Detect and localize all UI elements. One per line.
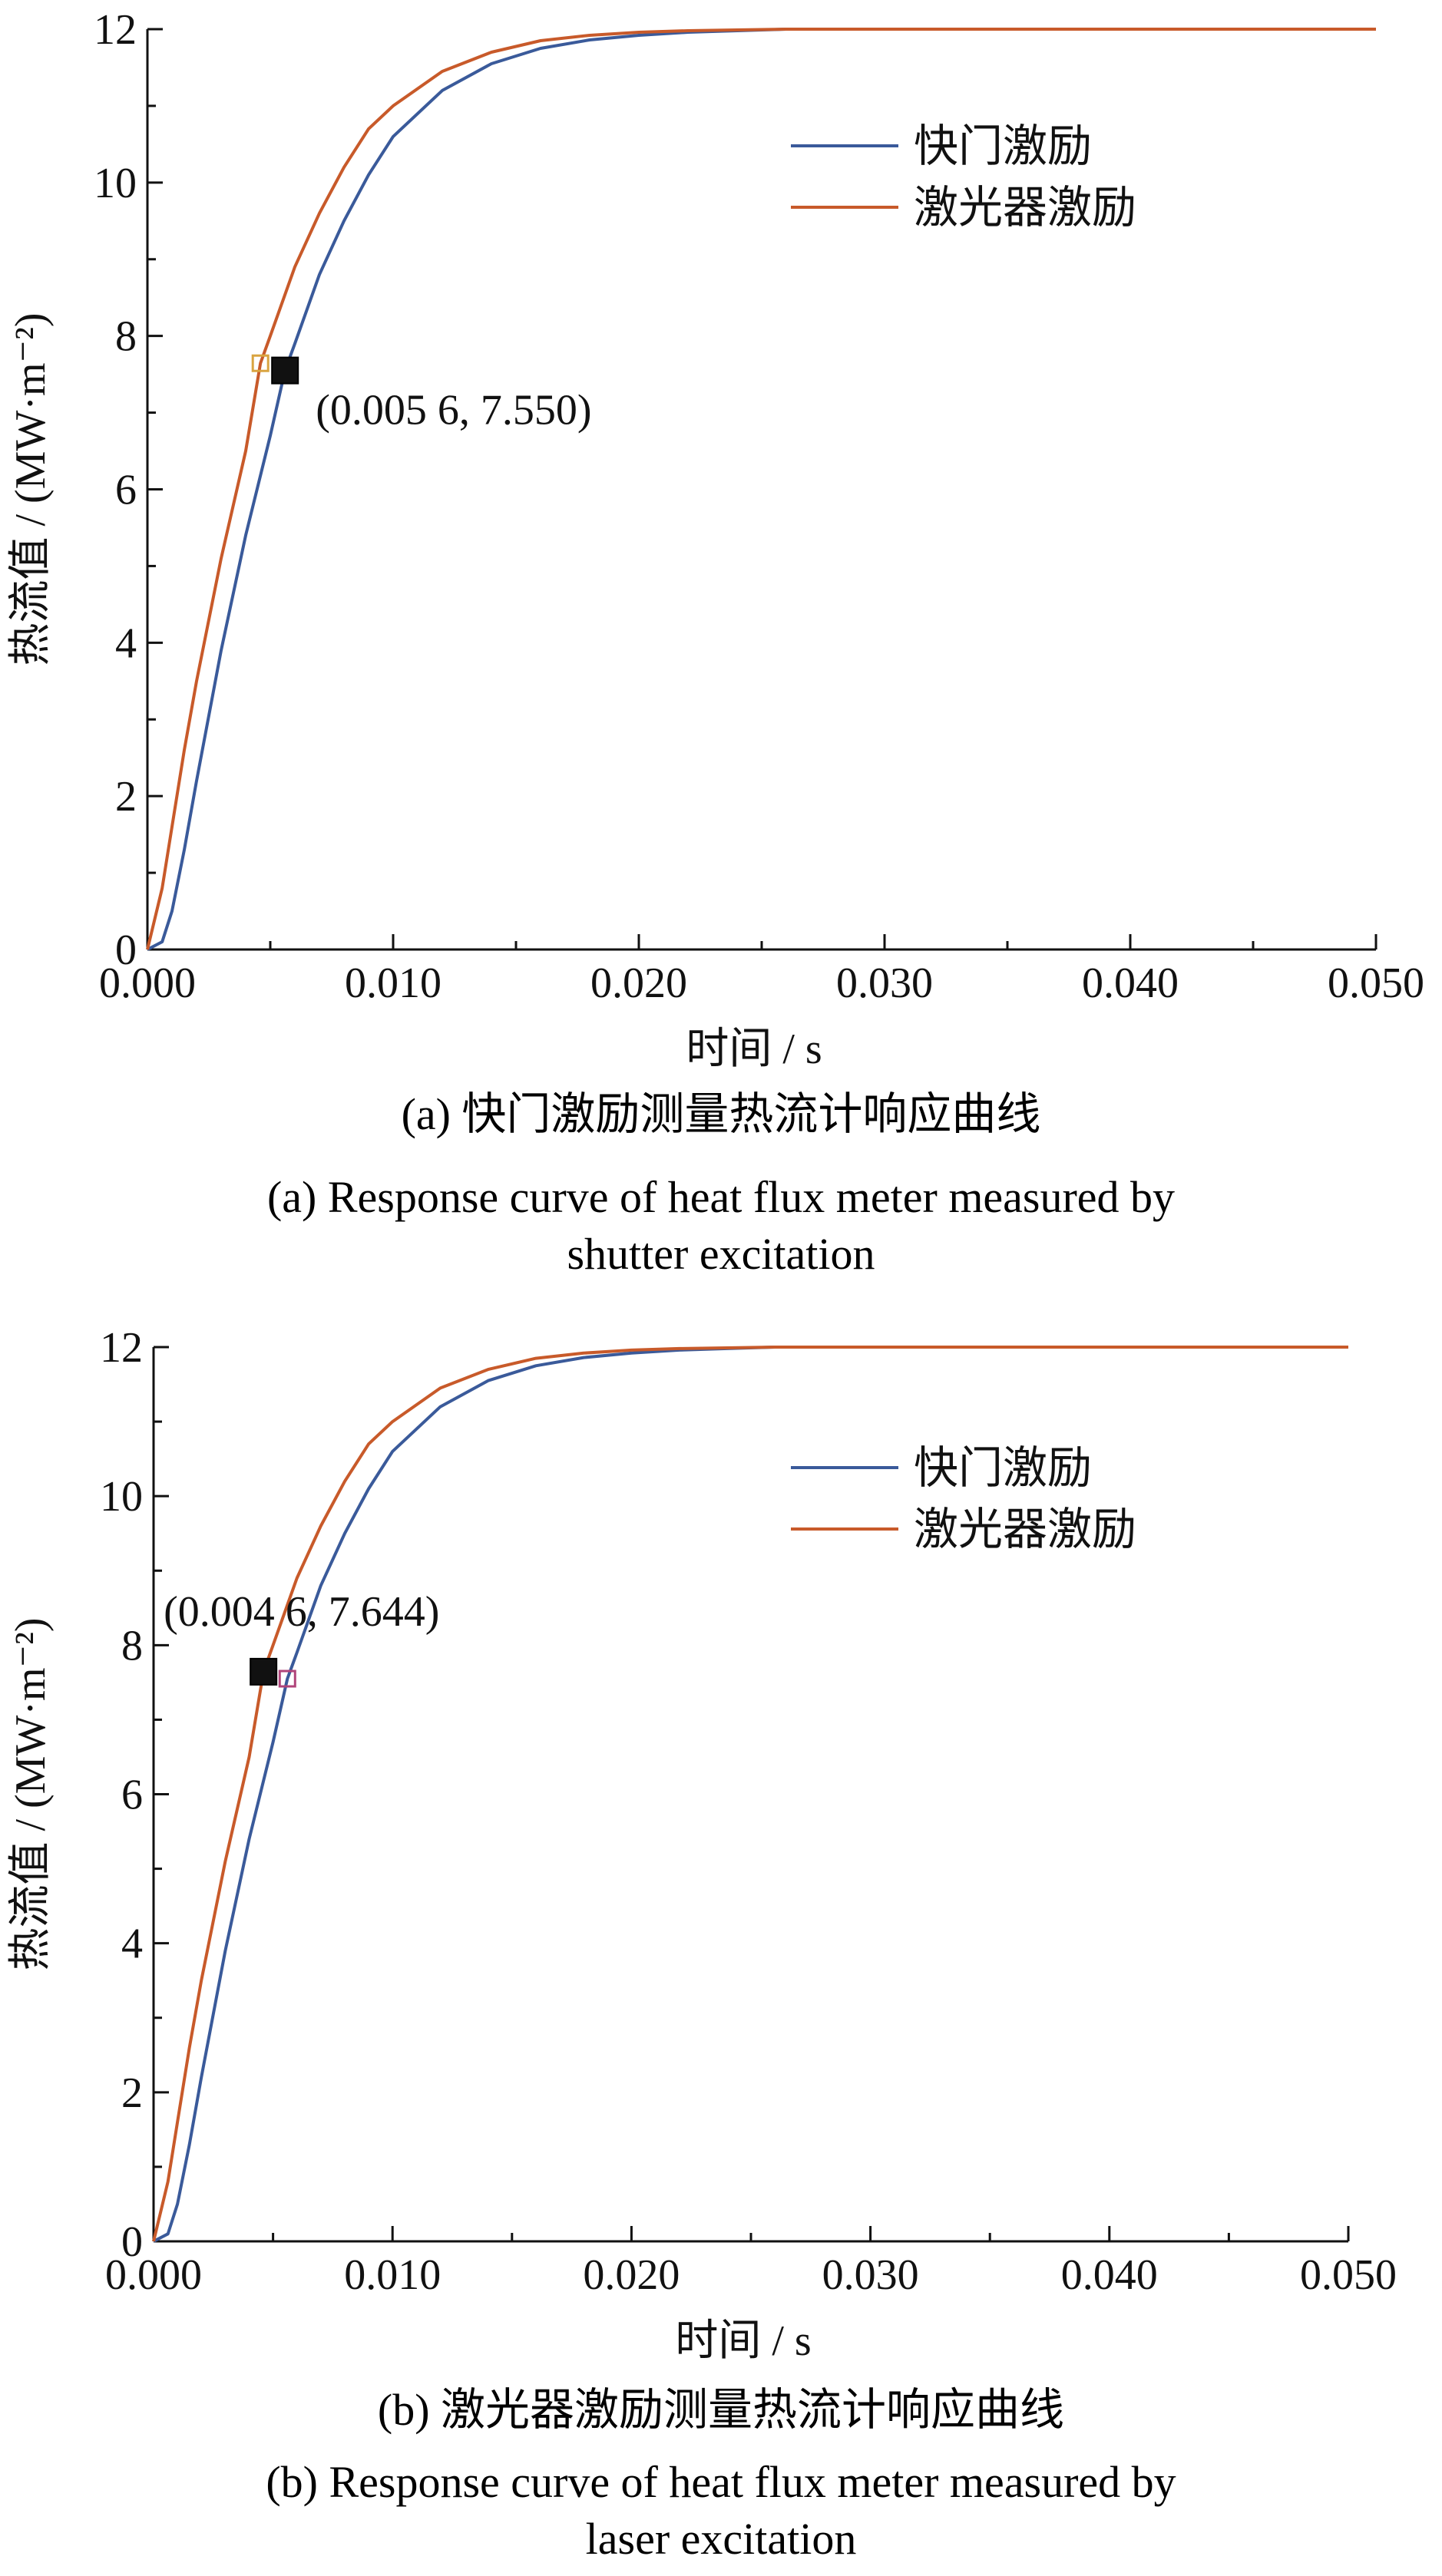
- caption-a-zh: (a) 快门激励测量热流计响应曲线: [401, 1089, 1041, 1139]
- x-tick-label: 0.020: [583, 2251, 680, 2299]
- y-axis-title: 热流值 / (MW·m⁻²): [7, 312, 55, 665]
- x-tick-label: 0.000: [99, 959, 196, 1007]
- y-tick-label: 10: [100, 1473, 143, 1521]
- x-tick-label: 0.010: [344, 2251, 441, 2299]
- marker-filled-square: [250, 1657, 278, 1686]
- legend-label: 激光器激励: [914, 183, 1136, 233]
- x-tick-label: 0.040: [1061, 2251, 1158, 2299]
- x-tick-label: 0.010: [345, 959, 442, 1007]
- caption-b-en-line2: laser excitation: [585, 2514, 857, 2564]
- y-tick-label: 0: [121, 2218, 143, 2266]
- marker-hollow-square: [278, 1669, 296, 1688]
- x-tick-label: 0.000: [105, 2251, 202, 2299]
- y-tick-label: 0: [115, 926, 137, 974]
- data-point-annotation: (0.004 6, 7.644): [164, 1588, 439, 1636]
- chart-a: 0.000 0.010 0.020 0.030 0.040 0.050 0 2 4 6 8 10 12 时…: [7, 6, 1424, 1073]
- x-axis-title: 时间 / s: [675, 2317, 811, 2365]
- y-tick-label: 4: [121, 1920, 143, 1968]
- caption-b-zh: (b) 激光器激励测量热流计响应曲线: [377, 2385, 1065, 2435]
- marker-hollow-square: [251, 354, 270, 372]
- x-tick-label: 0.030: [822, 2251, 919, 2299]
- y-tick-label: 2: [115, 773, 137, 821]
- chart-b: 0.000 0.010 0.020 0.030 0.040 0.050 0 2 4 6 8 10 12 时…: [7, 1324, 1397, 2365]
- caption-a-en-line1: (a) Response curve of heat flux meter me…: [266, 1172, 1176, 1222]
- caption-b-en-line1: (b) Response curve of heat flux meter me…: [266, 2457, 1176, 2507]
- y-tick-label: 12: [94, 6, 137, 54]
- y-tick-label: 8: [121, 1622, 143, 1669]
- series-line-laser: [146, 28, 1376, 950]
- x-axis-title: 时间 / s: [686, 1025, 822, 1073]
- legend-label: 激光器激励: [914, 1504, 1136, 1554]
- y-tick-label: 4: [115, 619, 137, 667]
- series-line-laser: [152, 1346, 1348, 2242]
- caption-a-en-line2: shutter excitation: [567, 1229, 875, 1279]
- y-tick-label: 6: [115, 467, 137, 514]
- legend-label: 快门激励: [914, 1443, 1092, 1493]
- y-tick-label: 6: [121, 1772, 143, 1819]
- y-tick-label: 8: [115, 313, 137, 361]
- legend-label: 快门激励: [914, 121, 1092, 171]
- x-tick-label: 0.040: [1082, 959, 1179, 1007]
- data-point-annotation: (0.005 6, 7.550): [316, 387, 591, 434]
- series-line-shutter: [153, 1346, 776, 2243]
- x-tick-label: 0.050: [1328, 959, 1424, 1007]
- x-tick-label: 0.020: [590, 959, 687, 1007]
- x-tick-label: 0.030: [836, 959, 933, 1007]
- y-tick-label: 12: [100, 1324, 143, 1372]
- y-axis-title: 热流值 / (MW·m⁻²): [7, 1617, 55, 1970]
- marker-filled-square: [271, 356, 299, 385]
- y-tick-label: 2: [121, 2069, 143, 2117]
- x-tick-label: 0.050: [1300, 2251, 1397, 2299]
- series-line-shutter: [147, 28, 787, 951]
- y-tick-label: 10: [94, 160, 137, 207]
